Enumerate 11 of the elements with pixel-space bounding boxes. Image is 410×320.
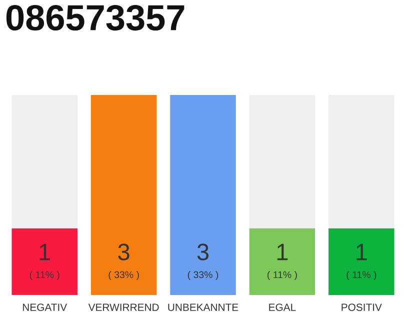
data-label: 1 ( 11% ) <box>267 244 297 280</box>
x-tick-label: POSITIV <box>342 304 382 311</box>
x-tick-label: EGAL <box>269 304 296 311</box>
x-tick-label: NEGATIV <box>22 304 68 311</box>
data-label: 3 ( 33% ) <box>188 244 218 280</box>
data-label: 1 ( 11% ) <box>30 244 60 280</box>
chart-title: 086573357 <box>6 4 184 31</box>
x-tick-label: UNBEKANNTE <box>168 304 238 311</box>
data-label: 3 ( 33% ) <box>108 244 139 280</box>
data-label: 1 ( 11% ) <box>346 244 376 280</box>
x-tick-label: VERWIRREND <box>88 304 159 311</box>
